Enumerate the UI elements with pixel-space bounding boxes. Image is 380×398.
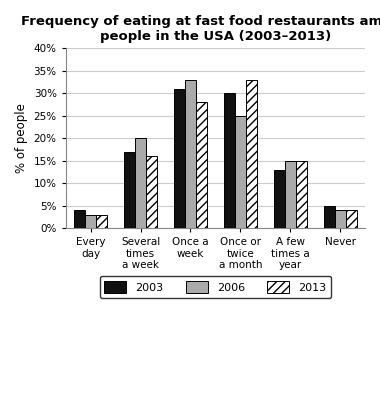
Bar bbox=[296, 161, 307, 228]
Bar bbox=[274, 170, 285, 228]
Bar bbox=[146, 156, 157, 228]
Bar bbox=[246, 80, 257, 228]
Bar bbox=[124, 152, 135, 228]
Bar bbox=[74, 210, 85, 228]
Bar bbox=[224, 93, 235, 228]
Bar bbox=[174, 89, 185, 228]
Bar bbox=[196, 102, 207, 228]
Bar bbox=[96, 215, 107, 228]
Bar bbox=[135, 138, 146, 228]
Legend: 2003, 2006, 2013: 2003, 2006, 2013 bbox=[100, 276, 331, 298]
Bar bbox=[334, 210, 345, 228]
Bar bbox=[185, 80, 196, 228]
Bar bbox=[285, 161, 296, 228]
Bar bbox=[85, 215, 96, 228]
Bar bbox=[324, 205, 334, 228]
Title: Frequency of eating at fast food restaurants among
people in the USA (2003–2013): Frequency of eating at fast food restaur… bbox=[21, 15, 380, 43]
Bar bbox=[235, 116, 246, 228]
Y-axis label: % of people: % of people bbox=[15, 103, 28, 173]
Bar bbox=[345, 210, 356, 228]
